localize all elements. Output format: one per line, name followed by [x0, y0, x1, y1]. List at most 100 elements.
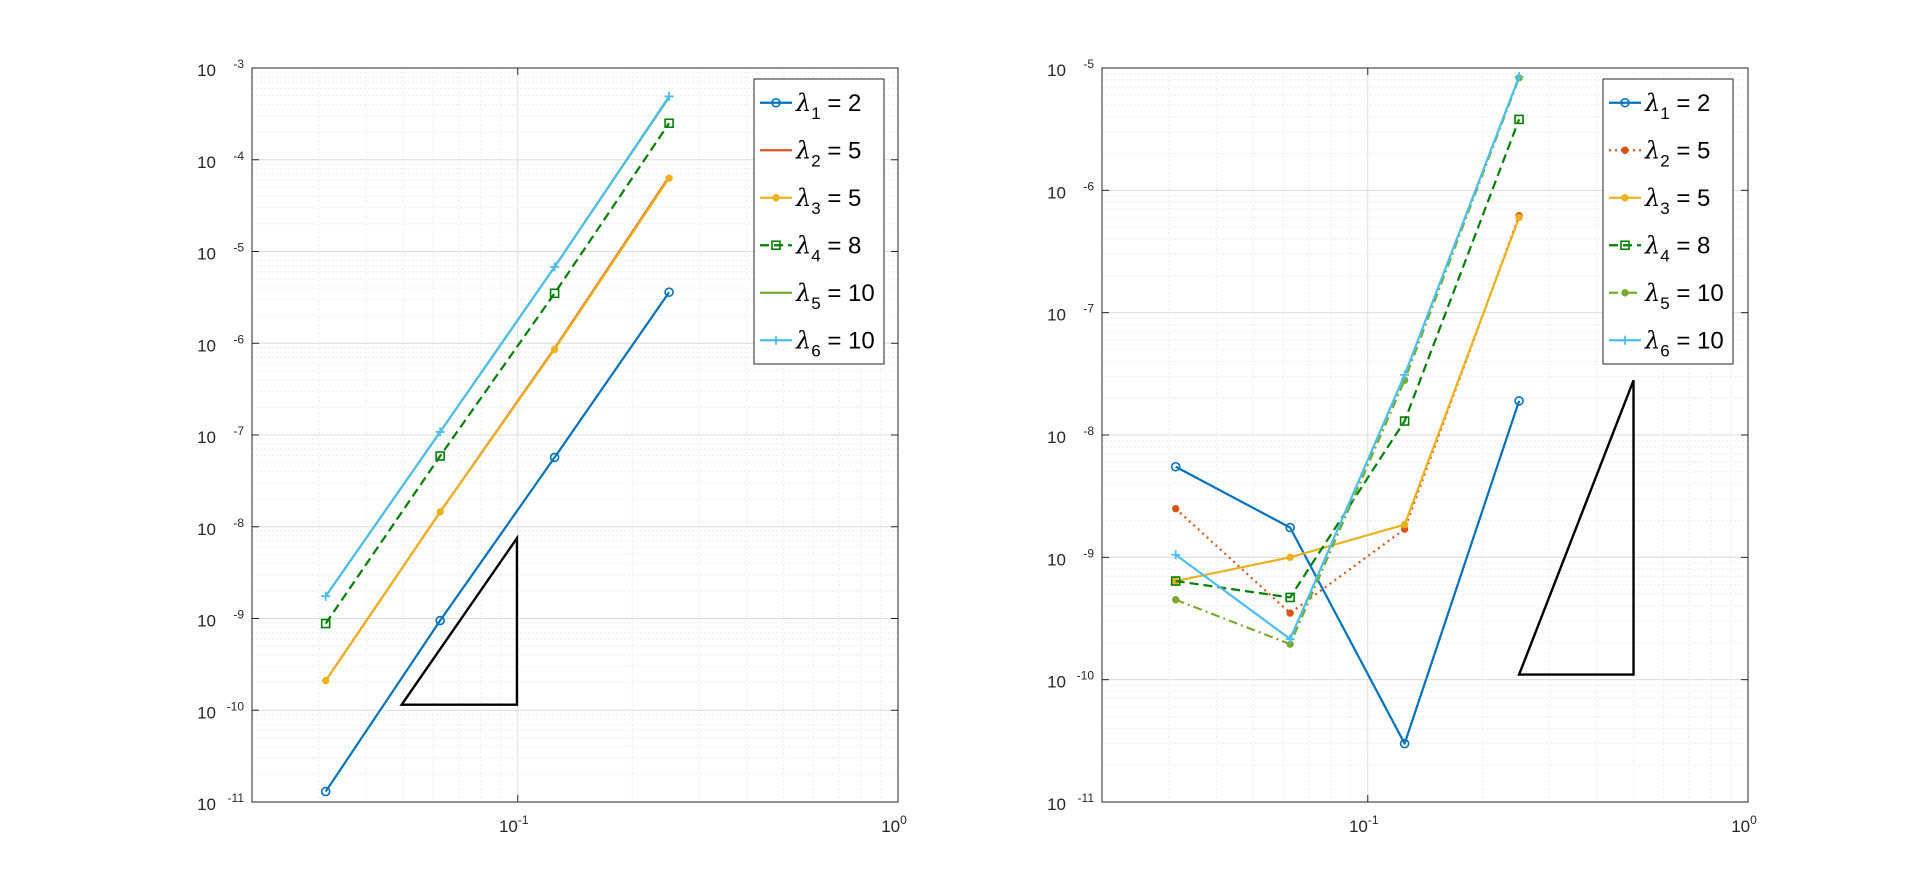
y-tick-label: 10 -10 — [197, 699, 244, 722]
legend-swatch-marker — [1621, 289, 1629, 297]
data-point-marker — [1515, 213, 1523, 222]
y-tick-label: 10 -6 — [1047, 179, 1094, 202]
x-tick-label: 100 — [1731, 813, 1757, 836]
legend-box — [753, 78, 885, 365]
legend-entry-label: λ5 = 10 — [1644, 279, 1724, 313]
right-chart: 10-1 100 10-11 10-10 10-9 10-8 10-7 10-6 10 -5 λ1 … — [1047, 57, 1757, 836]
legend-swatch-marker — [1621, 194, 1629, 202]
data-point-marker — [1400, 370, 1410, 380]
x-tick-label: 10-1 — [1349, 813, 1379, 836]
legend-swatch-marker — [772, 194, 780, 202]
data-point-marker — [435, 451, 445, 461]
slope-triangle-shape — [1517, 379, 1635, 676]
legend-swatch-marker — [1621, 146, 1629, 154]
data-point-marker — [1286, 553, 1294, 562]
data-point-marker — [321, 591, 331, 601]
data-point-marker — [1171, 550, 1181, 560]
x-tick-label: 10-1 — [499, 813, 529, 836]
data-point-marker — [435, 427, 445, 437]
y-tick-label: 10 -7 — [197, 424, 244, 447]
data-point-marker — [1170, 461, 1181, 472]
series-line — [324, 177, 670, 682]
legend-swatch-marker — [1620, 240, 1630, 251]
data-point-marker — [320, 786, 331, 797]
legend-entry-label: λ2 = 5 — [795, 136, 861, 170]
data-point-marker — [664, 91, 674, 101]
series-line — [1175, 77, 1521, 646]
slope-triangle — [399, 534, 519, 706]
data-point-marker — [436, 508, 444, 516]
y-tick-label: 10 -11 — [1047, 791, 1094, 814]
data-point-marker — [549, 452, 560, 463]
legend-entry-label: λ4 = 8 — [795, 231, 861, 265]
data-point-marker — [1400, 520, 1409, 529]
series-line — [324, 291, 670, 793]
y-tick-label: 10 -8 — [1047, 424, 1094, 447]
legend-entry-label: λ6 = 10 — [1644, 326, 1724, 360]
legend-swatch-marker — [1620, 335, 1630, 345]
y-tick-label: 10 -5 — [197, 241, 244, 264]
data-point-marker — [320, 618, 331, 629]
data-point-marker — [1170, 576, 1181, 586]
data-point-marker — [1171, 504, 1180, 513]
data-point-marker — [664, 118, 674, 129]
data-point-marker — [435, 615, 445, 626]
legend-box — [1602, 78, 1734, 365]
data-point-marker — [550, 262, 560, 272]
series-line — [324, 95, 670, 597]
legend-entry-label: λ4 = 8 — [1644, 231, 1710, 265]
data-point-marker — [1285, 522, 1295, 533]
y-tick-label: 10 -9 — [1047, 546, 1094, 569]
legend-entry-label: λ3 = 5 — [1644, 184, 1710, 218]
data-point-marker — [664, 287, 674, 298]
y-tick-label: 10 -9 — [197, 608, 244, 631]
legend-swatch-marker — [771, 97, 781, 108]
data-point-marker — [1171, 596, 1180, 604]
legend: λ1 = 2 λ2 = 5 λ3 = 5 λ4 = 8 λ5 = 10 λ6 = 10 — [753, 78, 885, 365]
slope-triangle — [1517, 379, 1635, 676]
data-point-marker — [1286, 609, 1294, 617]
series-line — [324, 122, 670, 625]
legend-swatch-marker — [771, 240, 781, 251]
series-line — [1175, 400, 1521, 745]
tick-marks — [252, 67, 899, 803]
y-tick-label: 10 -11 — [197, 791, 244, 814]
data-point-marker — [549, 288, 560, 299]
series-group — [320, 91, 674, 797]
slope-triangle-shape — [399, 534, 519, 706]
data-point-marker — [550, 345, 559, 353]
y-tick-label: 10 -10 — [1047, 669, 1094, 692]
y-tick-label: 10 -4 — [197, 149, 244, 172]
y-tick-label: 10 -3 — [197, 57, 244, 80]
legend: λ1 = 2 λ2 = 5 λ3 = 5 λ4 = 8 λ5 = 10 λ6 = 10 — [1602, 78, 1734, 365]
left-chart: 10-1 100 10-11 10-10 10-9 10-8 10-7 10-6 10 -5 10-… — [197, 57, 907, 836]
legend-entry-label: λ1 = 2 — [1644, 89, 1710, 123]
series-line — [1175, 76, 1521, 641]
tick-marks — [1102, 67, 1749, 803]
data-point-marker — [1399, 738, 1410, 749]
data-point-marker — [1285, 592, 1295, 603]
series-line — [1175, 119, 1521, 599]
series-group — [1170, 72, 1524, 749]
data-point-marker — [321, 676, 330, 685]
y-tick-label: 10 -8 — [197, 516, 244, 539]
data-point-marker — [1514, 72, 1524, 82]
legend-entry-label: λ5 = 10 — [795, 279, 875, 313]
data-point-marker — [1399, 416, 1410, 426]
data-point-marker — [665, 174, 673, 182]
legend-entry-label: λ3 = 5 — [795, 184, 861, 218]
legend-swatch-marker — [1620, 97, 1630, 108]
legend-entry-label: λ6 = 10 — [795, 326, 875, 360]
y-tick-label: 10 -5 — [1047, 57, 1094, 80]
data-point-marker — [1514, 396, 1524, 406]
legend-swatch-marker — [771, 335, 781, 345]
x-tick-label: 100 — [881, 813, 907, 836]
legend-entry-label: λ2 = 5 — [1644, 136, 1710, 170]
data-point-marker — [1285, 634, 1295, 644]
series-line — [1175, 217, 1521, 583]
data-point-marker — [1514, 114, 1524, 125]
legend-entry-label: λ1 = 2 — [795, 89, 861, 123]
y-tick-label: 10 -6 — [197, 332, 244, 355]
y-tick-label: 10 -7 — [1047, 302, 1094, 325]
